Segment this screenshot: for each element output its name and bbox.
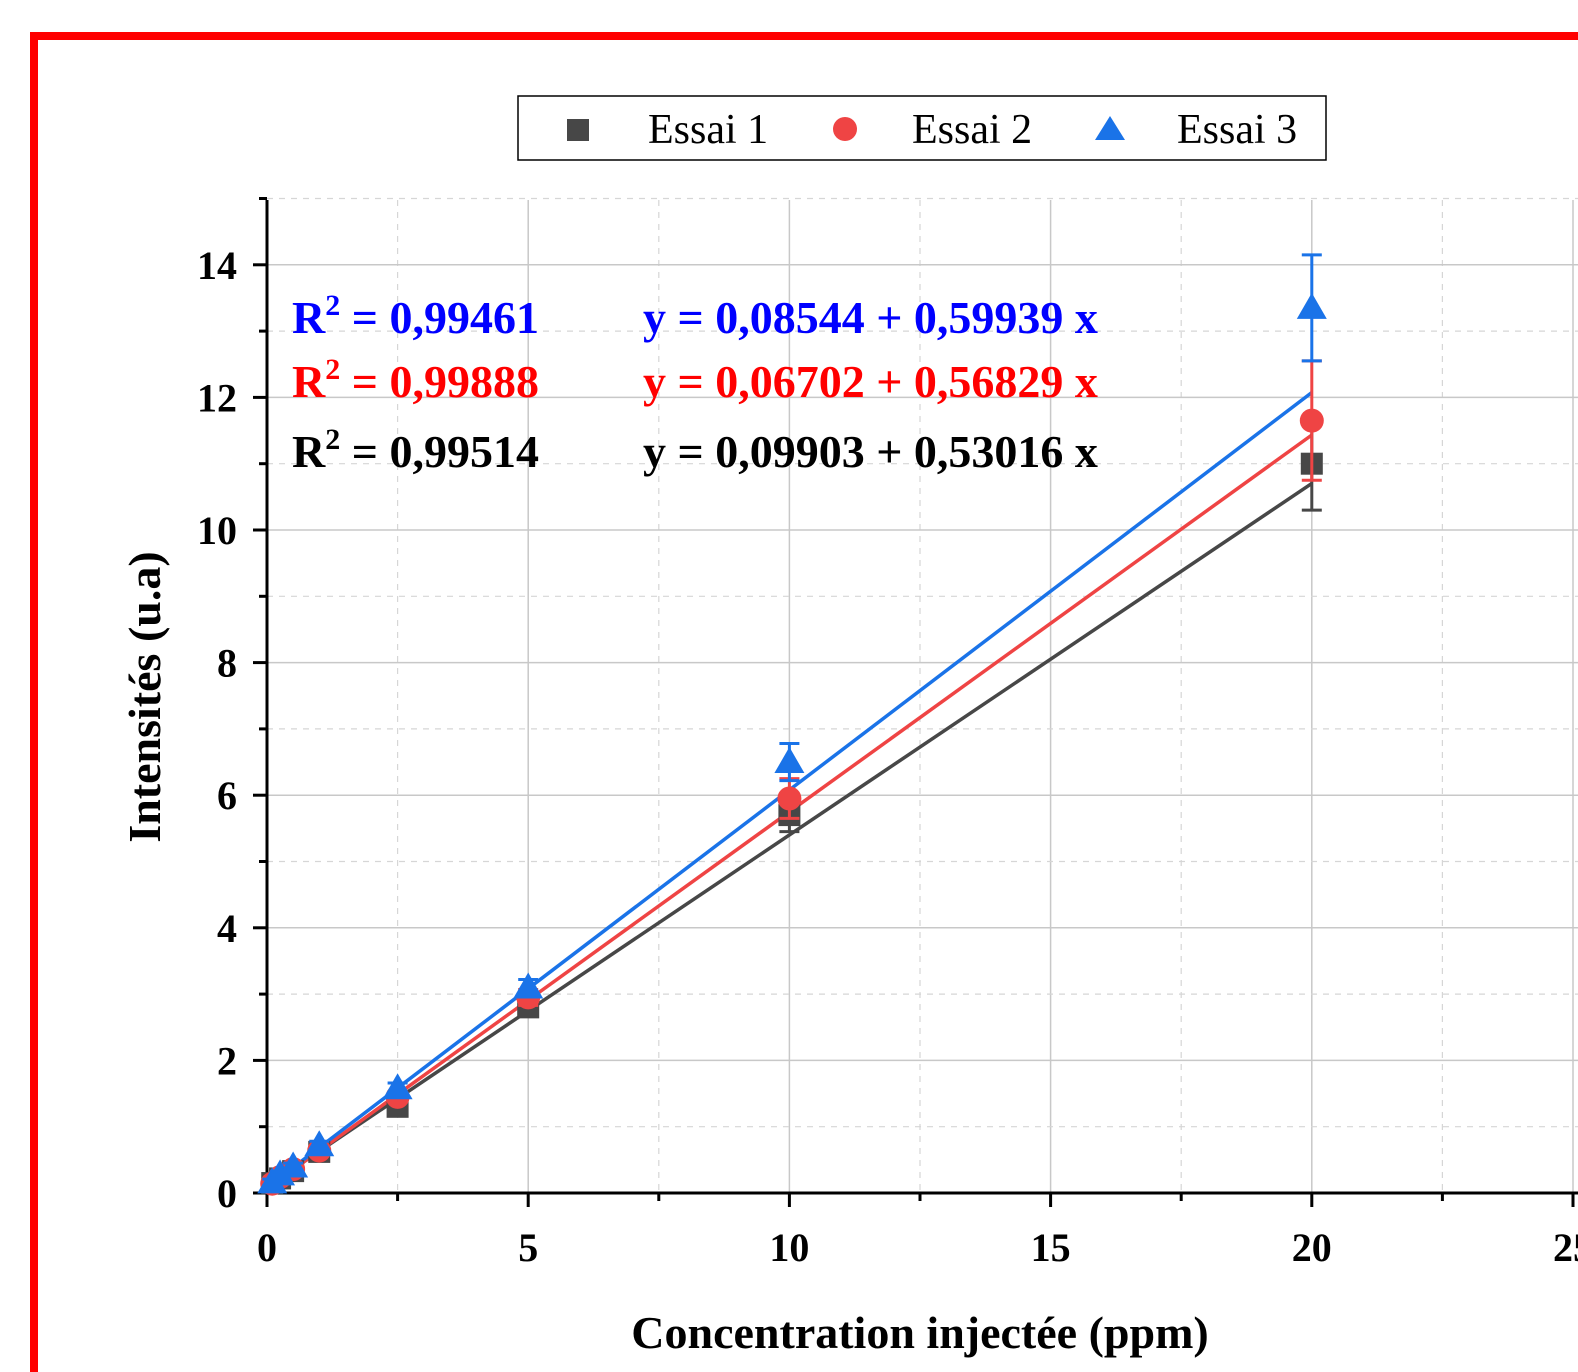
x-tick-label: 5 <box>518 1225 538 1270</box>
point-essai-2 <box>777 786 802 811</box>
y-tick-label: 4 <box>217 906 237 951</box>
legend-label-essai-2: Essai 2 <box>912 107 1032 153</box>
legend: Essai 1 Essai 2 Essai 3 <box>517 95 1327 161</box>
point-essai-3 <box>774 747 805 774</box>
point-essai-3 <box>265 1159 296 1186</box>
point-essai-3 <box>278 1151 309 1178</box>
fit-equation: y = 0,08544 + 0,59939 x <box>643 292 1098 343</box>
y-tick-label: 10 <box>197 508 237 553</box>
y-axis-title: Intensités (u.a) <box>119 551 170 842</box>
x-tick-label: 0 <box>257 1225 277 1270</box>
r2-label: R2 = 0,99514 <box>292 423 539 477</box>
fit-line <box>266 481 1313 1188</box>
legend-marker-triangle <box>1095 116 1125 140</box>
r2-label: R2 = 0,99461 <box>292 289 539 343</box>
x-axis-title: Concentration injectée (ppm) <box>631 1307 1208 1358</box>
fit-equation: y = 0,06702 + 0,56829 x <box>643 356 1098 407</box>
x-tick-label: 20 <box>1292 1225 1332 1270</box>
point-essai-2 <box>1299 408 1324 433</box>
y-tick-label: 6 <box>217 773 237 818</box>
x-tick-label: 15 <box>1031 1225 1071 1270</box>
y-tick-label: 14 <box>197 243 237 288</box>
legend-box <box>517 95 1327 161</box>
point-essai-3 <box>382 1073 413 1100</box>
y-tick-label: 8 <box>217 641 237 686</box>
y-tick-label: 2 <box>217 1038 237 1083</box>
legend-marker-square <box>567 119 589 141</box>
y-tick-label: 12 <box>197 375 237 420</box>
legend-marker-circle <box>833 117 857 141</box>
x-tick-label: 25 <box>1553 1225 1578 1270</box>
point-essai-3 <box>1296 292 1327 319</box>
legend-label-essai-1: Essai 1 <box>648 107 768 153</box>
point-essai-3 <box>513 972 544 999</box>
point-essai-3 <box>304 1130 335 1157</box>
equations: R2 = 0,99461 y = 0,08544 + 0,59939 x R2 = … <box>292 289 1098 477</box>
r2-label: R2 = 0,99888 <box>292 353 539 407</box>
chart-frame <box>30 32 1578 1372</box>
grid <box>267 197 1578 1193</box>
axes: 0 5 10 15 20 25 0 2 4 6 8 10 12 14 <box>197 197 1578 1270</box>
x-tick-label: 10 <box>769 1225 809 1270</box>
data-points <box>257 253 1327 1196</box>
fit-equation: y = 0,09903 + 0,53016 x <box>643 426 1098 477</box>
y-tick-label: 0 <box>217 1171 237 1216</box>
legend-label-essai-3: Essai 3 <box>1177 107 1297 153</box>
